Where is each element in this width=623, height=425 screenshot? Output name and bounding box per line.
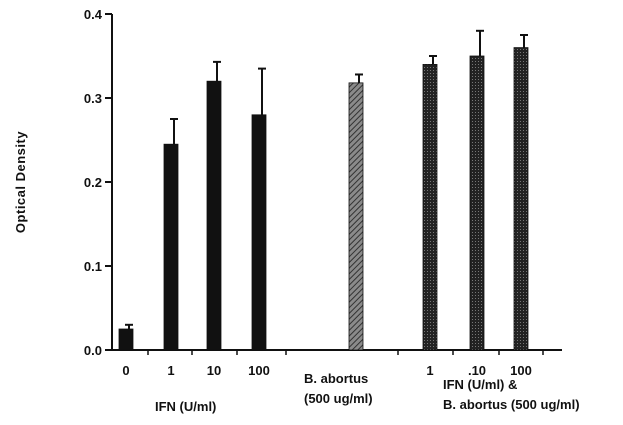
y-tick-label: 0.1 <box>84 259 102 274</box>
y-tick-label: 0.0 <box>84 343 102 358</box>
y-tick-label: 0.4 <box>84 7 103 22</box>
group-label: IFN (U/ml) <box>155 399 216 414</box>
group-label: B. abortus <box>304 371 368 386</box>
y-tick-label: 0.2 <box>84 175 102 190</box>
bar <box>163 143 179 351</box>
x-tick-label: 100 <box>510 363 532 378</box>
bar <box>206 80 222 351</box>
x-tick-label: 100 <box>248 363 270 378</box>
bar <box>513 47 529 351</box>
x-tick-label: 1 <box>426 363 433 378</box>
group-label: B. abortus (500 ug/ml) <box>443 397 580 412</box>
x-tick-label: 1 <box>167 363 174 378</box>
bar <box>118 328 134 351</box>
x-tick-label: 0 <box>122 363 129 378</box>
y-ticks: 0.0 0.1 0.2 0.3 0.4 <box>84 7 112 358</box>
bars <box>118 29 529 351</box>
x-ticks: 0 1 10 100 1 .10 100 <box>122 350 544 378</box>
group-label: (500 ug/ml) <box>304 391 373 406</box>
x-tick-label: 10 <box>207 363 221 378</box>
axes <box>111 14 562 351</box>
bar <box>348 82 364 351</box>
y-tick-label: 0.3 <box>84 91 102 106</box>
group-labels: IFN (U/ml) B. abortus (500 ug/ml) IFN (U/ml… <box>155 371 580 414</box>
bar <box>251 114 267 351</box>
y-axis-label: Optical Density <box>13 131 28 233</box>
bar <box>422 64 438 351</box>
group-label: IFN (U/ml) & <box>443 377 517 392</box>
bar <box>469 55 485 351</box>
x-tick-label: .10 <box>468 363 486 378</box>
